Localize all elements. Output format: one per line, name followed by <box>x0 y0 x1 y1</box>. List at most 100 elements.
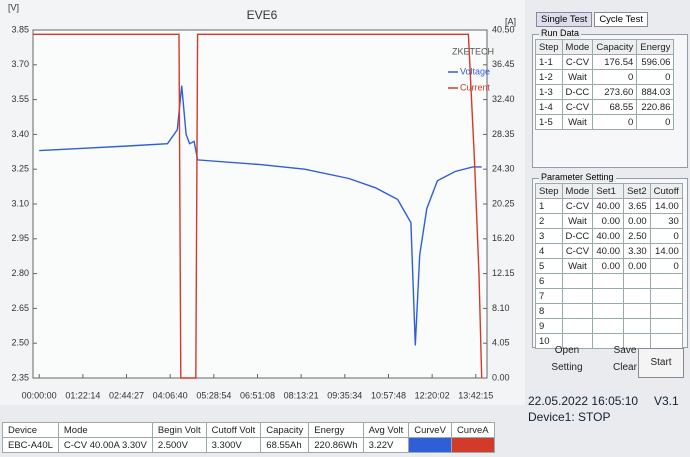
table-cell: 0.00 <box>592 213 625 229</box>
table-cell: 40.00 <box>592 243 625 259</box>
y-tick-label: 2.80 <box>11 268 29 278</box>
series-line <box>39 85 482 346</box>
table-row: 6 <box>535 273 683 289</box>
table-cell <box>592 273 625 289</box>
y-tick-label: 2.95 <box>11 233 29 243</box>
table-cell: 2 <box>535 213 563 229</box>
panel-title: Run Data <box>539 28 582 38</box>
table-cell: C-CV <box>561 99 594 115</box>
table-cell: 0 <box>636 69 675 85</box>
header-cell: CurveV <box>408 422 452 438</box>
table-cell <box>561 273 594 289</box>
table-cell: 273.60 <box>592 84 638 100</box>
table-row: 9 <box>535 318 683 334</box>
table-cell: C-CV <box>561 243 594 259</box>
table-cell: 3.300V <box>205 437 262 453</box>
y2-tick-label: 40.50 <box>492 24 515 34</box>
table-cell: 0 <box>649 258 683 274</box>
header-cell: Capacity <box>260 422 310 438</box>
y-tick-label: 2.50 <box>11 338 29 348</box>
table-cell: 176.54 <box>592 54 638 70</box>
table-cell: 1-4 <box>535 99 563 115</box>
table-row: 1-4 C-CV 68.55 220.86 <box>535 99 675 115</box>
curve-swatch <box>408 437 452 453</box>
table-cell <box>623 318 651 334</box>
table-cell: 68.55Ah <box>260 437 310 453</box>
table-cell: 3 <box>535 228 563 244</box>
y2-tick-label: 16.20 <box>492 233 515 243</box>
legend-label: Voltage <box>460 66 490 76</box>
header-cell: Mode <box>57 422 153 438</box>
table-cell: 3.22V <box>362 437 410 453</box>
table-cell: 0.00 <box>623 213 651 229</box>
button[interactable]: Save <box>613 345 637 356</box>
table-cell: 9 <box>535 318 563 334</box>
y-tick-label: 2.65 <box>11 303 29 313</box>
table-cell: EBC-A40L <box>2 437 59 453</box>
table-cell <box>561 288 594 304</box>
table-cell: 5 <box>535 258 563 274</box>
legend-label: Current <box>460 82 491 92</box>
header-cell: Mode <box>561 39 594 55</box>
table-row: 1-1 C-CV 176.54 596.06 <box>535 54 675 70</box>
y2-tick-label: 28.35 <box>492 129 515 139</box>
x-tick-label: 01:22:14 <box>65 390 100 400</box>
x-tick-label: 13:42:15 <box>458 390 493 400</box>
button[interactable]: Setting <box>551 362 583 373</box>
table-cell: 40.00 <box>592 198 625 214</box>
y2-tick-label: 12.15 <box>492 268 515 278</box>
button[interactable]: Start <box>638 348 684 378</box>
x-tick-label: 02:44:27 <box>109 390 144 400</box>
table-cell: 0.00 <box>623 258 651 274</box>
header-cell: Step <box>535 183 563 199</box>
tab[interactable]: Single Test <box>536 12 593 27</box>
header-row: Device Mode Begin Volt Cutoff Volt Capacity E… <box>2 422 495 438</box>
table-cell <box>592 288 625 304</box>
table-cell: 7 <box>535 288 563 304</box>
series-line <box>33 33 483 379</box>
y-tick-label: 3.55 <box>11 94 29 104</box>
table-cell <box>649 318 683 334</box>
table-cell: C-CV <box>561 54 594 70</box>
table-row: 1 C-CV 40.00 3.65 14.00 <box>535 198 683 214</box>
table-cell: 4 <box>535 243 563 259</box>
table-row: 4 C-CV 40.00 3.30 14.00 <box>535 243 683 259</box>
button[interactable]: Clear <box>613 362 637 373</box>
y2-axis-label: [A] <box>505 16 516 26</box>
header-cell: Avg Volt <box>362 422 410 438</box>
table-cell <box>649 333 683 349</box>
table-cell: D-CC <box>561 228 594 244</box>
header-cell: Energy <box>308 422 364 438</box>
header-cell: Cutoff Volt <box>205 422 262 438</box>
table-cell: 884.03 <box>636 84 675 100</box>
plot-area <box>32 29 488 379</box>
button[interactable]: Open <box>554 345 580 356</box>
header-cell: Device <box>2 422 59 438</box>
x-tick-label: 06:51:08 <box>240 390 275 400</box>
status-version: V3.1 <box>654 394 679 408</box>
table-cell: 3.65 <box>623 198 651 214</box>
device-table: Device Mode Begin Volt Cutoff Volt Capacity E… <box>2 422 495 453</box>
table-row: 2 Wait 0.00 0.00 30 <box>535 213 683 229</box>
header-cell: Begin Volt <box>151 422 207 438</box>
y-tick-label: 3.85 <box>11 24 29 34</box>
tab[interactable]: Cycle Test <box>594 12 648 27</box>
table-cell: 0 <box>592 114 638 130</box>
chart: EVE6 [V] [A] ZKETECH 2.35 2.50 2.65 2.80 2.9… <box>8 2 517 401</box>
table-cell: 3.30 <box>623 243 651 259</box>
table-row: 10 <box>535 333 683 349</box>
header-cell: Mode <box>561 183 594 199</box>
table-cell: 1-1 <box>535 54 563 70</box>
table-cell <box>623 303 651 319</box>
y2-tick-label: 32.40 <box>492 94 515 104</box>
table-cell: 6 <box>535 273 563 289</box>
table-row: 1-2 Wait 0 0 <box>535 69 675 85</box>
y-tick-label: 3.70 <box>11 59 29 69</box>
table-cell <box>592 333 625 349</box>
y-tick-label: 2.35 <box>11 372 29 382</box>
table-cell <box>649 273 683 289</box>
header-cell: Cutoff <box>649 183 683 199</box>
y-tick-label: 3.10 <box>11 198 29 208</box>
tab-bar: Single Test Cycle Test <box>536 12 648 27</box>
